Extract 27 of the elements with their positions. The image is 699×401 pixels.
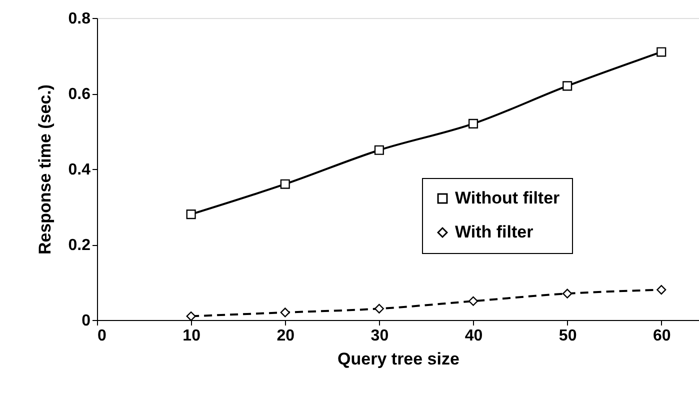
point xyxy=(280,179,290,189)
x-tick-label: 60 xyxy=(652,328,671,344)
point xyxy=(562,288,572,298)
legend-label: Without filter xyxy=(455,188,560,208)
point xyxy=(656,285,666,295)
x-tick-label: 0 xyxy=(98,328,106,344)
y-tick-label: 0 xyxy=(82,312,91,330)
y-axis-title: Response time (sec.) xyxy=(35,84,54,255)
x-tick-label: 30 xyxy=(370,328,389,344)
x-tick-label: 10 xyxy=(182,328,201,344)
y-tick-label: 0.8 xyxy=(68,10,91,28)
point xyxy=(186,210,196,220)
point xyxy=(374,145,384,155)
point xyxy=(374,304,384,314)
legend-label: With filter xyxy=(455,222,534,242)
y-tick-label: 0.2 xyxy=(68,237,91,254)
point xyxy=(186,311,196,322)
x-tick-label: 50 xyxy=(558,328,577,344)
y-tick-label: 0.6 xyxy=(68,86,91,103)
y-tick-label: 0.4 xyxy=(68,162,91,178)
point xyxy=(468,118,478,128)
x-tick-label: 20 xyxy=(276,328,295,344)
x-axis-title: Query tree size xyxy=(338,350,460,368)
point xyxy=(656,47,666,57)
point xyxy=(280,308,290,318)
point xyxy=(562,81,572,91)
x-tick-label: 40 xyxy=(464,328,483,344)
